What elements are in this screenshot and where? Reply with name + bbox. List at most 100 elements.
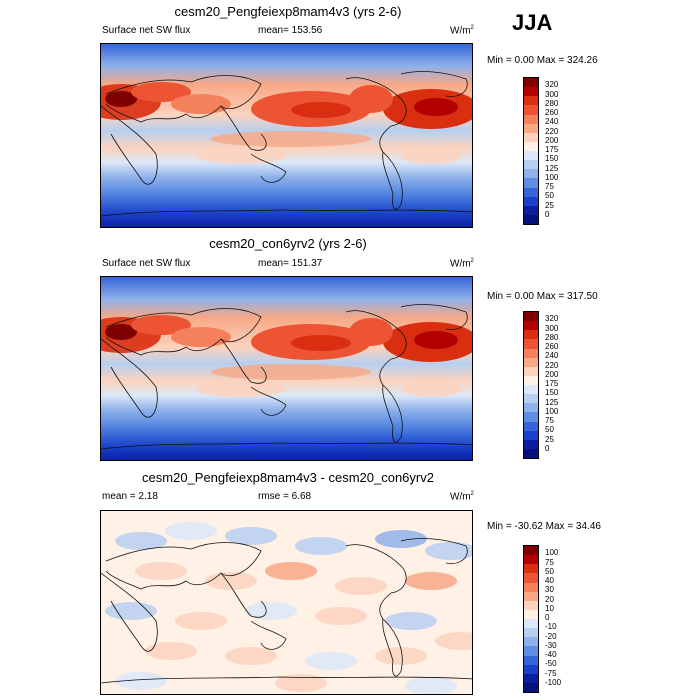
colorbar-tick-label: 175: [545, 379, 559, 388]
map-field: [101, 44, 472, 227]
colorbar-swatch: [524, 664, 538, 674]
colorbar-tick-label: 240: [545, 117, 559, 127]
colorbar-tick-label: 25: [545, 200, 554, 210]
colorbar-tick-label: 20: [545, 594, 554, 604]
colorbar-tick-label: -75: [545, 668, 557, 678]
panel2-variable-label: Surface net SW flux: [102, 258, 191, 269]
colorbar-tick-label: 125: [545, 397, 559, 407]
panel3-mean-label: mean = 2.18: [102, 491, 158, 502]
colorbar-swatch: [524, 196, 538, 206]
colorbar-tick-label: 175: [545, 145, 559, 154]
colorbar-tick-label: -50: [545, 659, 557, 669]
colorbar-swatch: [524, 357, 538, 367]
colorbar-tick-label: 50: [545, 566, 554, 576]
colorbar-swatch: [524, 394, 538, 404]
colorbar-swatch: [524, 348, 538, 358]
colorbar-swatch: [524, 637, 538, 647]
colorbar-tick-label: 10: [545, 603, 554, 613]
colorbar-swatch: [524, 96, 538, 106]
colorbar-tick-label: 100: [545, 172, 559, 182]
colorbar-tick-label: 75: [545, 182, 554, 191]
colorbar-tick-label: 300: [545, 323, 559, 333]
panel1-colorbar: [523, 77, 539, 225]
panel1-units-label: W/m2: [450, 25, 474, 37]
colorbar-tick-label: 220: [545, 360, 559, 370]
colorbar-swatch: [524, 330, 538, 340]
colorbar-tick-label: 280: [545, 98, 559, 108]
colorbar-swatch: [524, 151, 538, 161]
colorbar-tick-label: 220: [545, 126, 559, 136]
colorbar-tick-label: 75: [545, 557, 554, 567]
colorbar-tick-label: 0: [545, 613, 550, 622]
colorbar-swatch: [524, 105, 538, 115]
colorbar-tick-label: 320: [545, 314, 559, 324]
colorbar-swatch: [524, 673, 538, 683]
colorbar-tick-label: 100: [545, 548, 559, 558]
colorbar-swatch: [524, 646, 538, 656]
colorbar-swatch: [524, 385, 538, 395]
colorbar-tick-label: 100: [545, 406, 559, 416]
colorbar-swatch: [524, 169, 538, 179]
map-field: [101, 511, 472, 694]
colorbar-swatch: [524, 430, 538, 440]
colorbar-swatch: [524, 187, 538, 197]
colorbar-tick-label: 0: [545, 209, 550, 219]
colorbar-tick-label: -30: [545, 640, 557, 650]
colorbar-swatch: [524, 682, 538, 692]
panel1-mean-label: mean= 153.56: [258, 25, 323, 36]
colorbar-swatch: [524, 141, 538, 151]
colorbar-swatch: [524, 546, 538, 556]
colorbar-swatch: [524, 412, 538, 422]
colorbar-tick-label: 260: [545, 108, 559, 117]
colorbar-swatch: [524, 448, 538, 458]
panel2-title: cesm20_con6yrv2 (yrs 2-6): [209, 236, 367, 251]
colorbar-swatch: [524, 439, 538, 449]
colorbar-swatch: [524, 582, 538, 592]
colorbar-tick-label: 300: [545, 89, 559, 99]
colorbar-tick-label: 200: [545, 135, 559, 145]
colorbar-tick-label: 50: [545, 425, 554, 435]
season-label: JJA: [512, 10, 553, 35]
colorbar-tick-label: 0: [545, 443, 550, 453]
colorbar-tick-label: 25: [545, 434, 554, 444]
colorbar-swatch: [524, 421, 538, 431]
panel3-minmax-label: Min = -30.62 Max = 34.46: [487, 521, 601, 532]
map-field: [101, 277, 472, 460]
colorbar-swatch: [524, 132, 538, 142]
panel2-units-label: W/m2: [450, 258, 474, 270]
panel3-colorbar: [523, 545, 539, 693]
colorbar-tick-label: 75: [545, 416, 554, 425]
colorbar-swatch: [524, 160, 538, 170]
panel3-title: cesm20_Pengfeiexp8mam4v3 - cesm20_con6yr…: [142, 470, 434, 485]
panel3-map: [100, 510, 473, 695]
colorbar-tick-label: -20: [545, 631, 557, 641]
panel3-colorbar-labels: 100 75 50 40 30 20 10 0 -10 -20 -30 -40 -50 -75 -100: [545, 545, 585, 693]
colorbar-swatch: [524, 366, 538, 376]
colorbar-swatch: [524, 573, 538, 583]
panel2-colorbar: [523, 311, 539, 459]
panel1-minmax-label: Min = 0.00 Max = 324.26: [487, 55, 598, 66]
colorbar-swatch: [524, 555, 538, 565]
panel2-colorbar-labels: 320 300 280 260 240 220 200 175 150 125 100 75 50 25 0: [545, 311, 585, 459]
colorbar-swatch: [524, 375, 538, 385]
colorbar-tick-label: 240: [545, 351, 559, 361]
colorbar-swatch: [524, 609, 538, 619]
panel1-colorbar-labels: 320 300 280 260 240 220 200 175 150 125 100 75 50 25 0: [545, 77, 585, 225]
colorbar-tick-label: -10: [545, 622, 557, 632]
panel1-title: cesm20_Pengfeiexp8mam4v3 (yrs 2-6): [174, 4, 402, 19]
panel3-rmse-label: rmse = 6.68: [258, 491, 312, 502]
colorbar-tick-label: 260: [545, 342, 559, 351]
colorbar-swatch: [524, 655, 538, 665]
colorbar-swatch: [524, 600, 538, 610]
panel2-map: [100, 276, 473, 461]
colorbar-swatch: [524, 628, 538, 638]
colorbar-tick-label: 280: [545, 332, 559, 342]
colorbar-swatch: [524, 619, 538, 629]
colorbar-tick-label: 30: [545, 585, 554, 595]
colorbar-tick-label: 150: [545, 388, 559, 398]
panel1-map: [100, 43, 473, 228]
colorbar-swatch: [524, 321, 538, 331]
colorbar-swatch: [524, 123, 538, 133]
colorbar-tick-label: 50: [545, 191, 554, 201]
colorbar-swatch: [524, 205, 538, 215]
